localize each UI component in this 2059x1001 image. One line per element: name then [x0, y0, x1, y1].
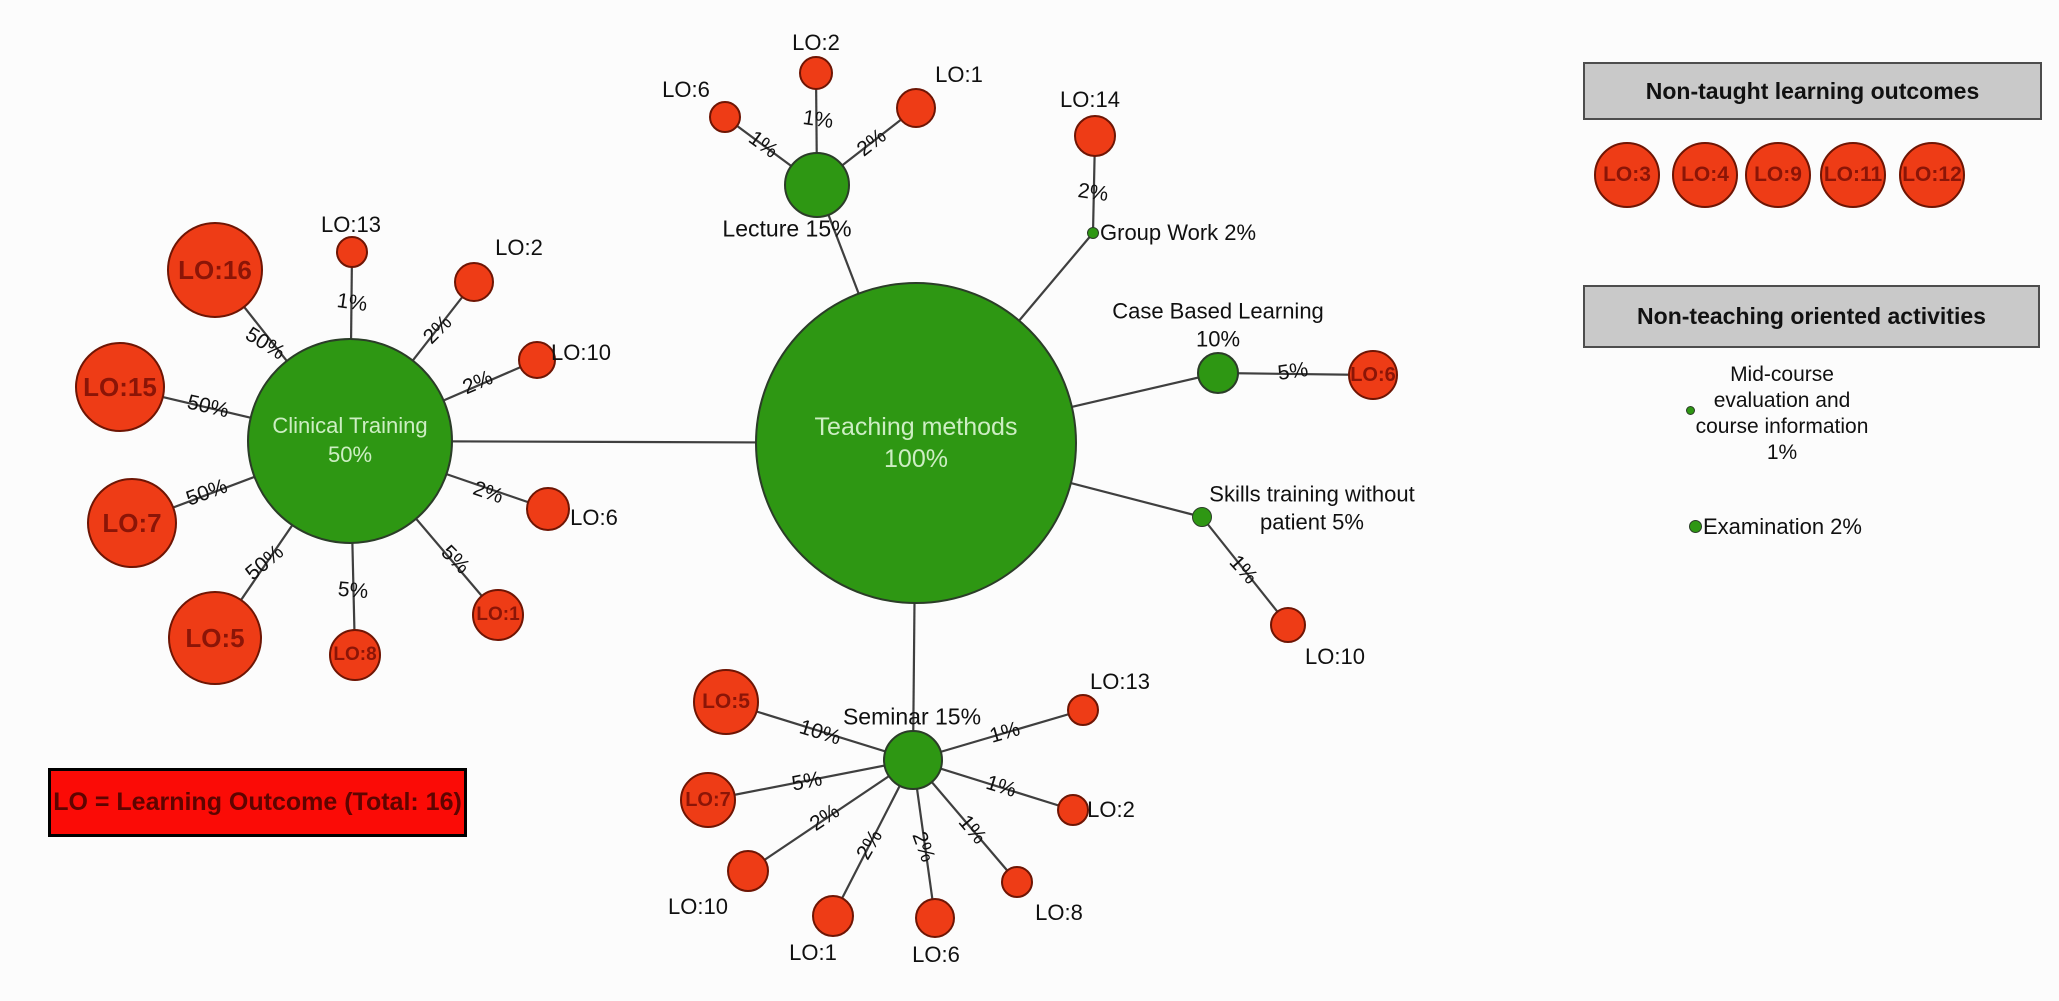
lo-legend-text: LO = Learning Outcome (Total: 16) [53, 788, 462, 816]
cbl-lo6-pct: 5% [1276, 358, 1310, 386]
edge-skills-lo10 [1201, 516, 1289, 626]
non-taught-lo12-node: LO:12 [1899, 142, 1965, 208]
edge-seminar-lo7 [707, 758, 914, 802]
seminar-lo6-label: LO:6 [912, 942, 960, 967]
clinical-training-node: Clinical Training 50% [247, 338, 453, 544]
lecture-lo2-label: LO:2 [792, 30, 840, 55]
cbl-label: Case Based Learning 10% [1112, 298, 1324, 352]
skills-dot [1192, 507, 1212, 527]
groupwork-label: Group Work 2% [1100, 220, 1257, 245]
seminar-lo5-node: LO:5 [693, 669, 759, 735]
skills-lo10-label: LO:10 [1305, 644, 1365, 669]
non-taught-lo4-node: LO:4 [1672, 142, 1738, 208]
clinical-lo10-node [518, 341, 556, 379]
midcourse-label: Mid-course evaluation and course informa… [1695, 363, 1869, 464]
clinical-lo13-node [336, 236, 368, 268]
clinical-lo10-label: LO:10 [551, 340, 611, 365]
groupwork-dot [1087, 227, 1099, 239]
seminar-lo13-node [1067, 694, 1099, 726]
lecture-lo2-node [799, 56, 833, 90]
clinical-lo6-node [526, 487, 570, 531]
seminar-lo8-label: LO:8 [1035, 900, 1083, 925]
skills-label: Skills training without patient 5% [1209, 481, 1415, 535]
clinical-lo16-node: LO:16 [167, 222, 263, 318]
groupwork-lo14-pct: 2% [1076, 179, 1110, 207]
clinical-lo7-node: LO:7 [87, 478, 177, 568]
lecture-lo1-node [896, 88, 936, 128]
edge-seminar-lo10 [747, 759, 914, 872]
clinical-lo13-pct: 1% [335, 289, 369, 317]
seminar-lo2-node [1057, 794, 1089, 826]
edge-cbl-lo6 [1217, 371, 1374, 377]
seminar-lo6-node [915, 898, 955, 938]
non-taught-lo11-node: LO:11 [1820, 142, 1886, 208]
seminar-lo13-label: LO:13 [1090, 669, 1150, 694]
clinical-lo8-node: LO:8 [329, 629, 381, 681]
groupwork-lo14-node [1074, 115, 1116, 157]
clinical-lo2-label: LO:2 [495, 235, 543, 260]
clinical-lo13-label: LO:13 [321, 212, 381, 237]
seminar-lo10-label: LO:10 [668, 894, 728, 919]
seminar-lo7-node: LO:7 [680, 772, 736, 828]
seminar-lo2-label: LO:2 [1087, 797, 1135, 822]
seminar-lo1-node [812, 895, 854, 937]
clinical-lo1-node: LO:1 [472, 589, 524, 641]
non-taught-lo3-node: LO:3 [1594, 142, 1660, 208]
clinical-lo8-pct: 5% [336, 577, 370, 604]
seminar-label: Seminar 15% [842, 703, 982, 730]
clinical-lo5-node: LO:5 [168, 591, 262, 685]
skills-lo10-node [1270, 607, 1306, 643]
cbl-node [1197, 352, 1239, 394]
lo-legend-box: LO = Learning Outcome (Total: 16) [48, 768, 467, 837]
lecture-label: Lecture 15% [722, 215, 852, 242]
non-teaching-header: Non-teaching oriented activities [1583, 285, 2040, 348]
lecture-node [784, 152, 850, 218]
cbl-lo6-node: LO:6 [1348, 350, 1398, 400]
clinical-lo6-label: LO:6 [570, 505, 618, 530]
lecture-lo6-node [709, 101, 741, 133]
clinical-training-label: Clinical Training 50% [272, 413, 428, 467]
examination-dot [1689, 520, 1702, 533]
non-teaching-title: Non-teaching oriented activities [1637, 303, 1986, 329]
non-taught-lo9-node: LO:9 [1745, 142, 1811, 208]
clinical-lo15-node: LO:15 [75, 342, 165, 432]
seminar-lo1-label: LO:1 [789, 940, 837, 965]
teaching-methods-label: Teaching methods 100% [814, 412, 1018, 474]
seminar-node [883, 730, 943, 790]
teaching-methods-node: Teaching methods 100% [755, 282, 1077, 604]
lecture-lo1-label: LO:1 [935, 62, 983, 87]
lecture-lo6-label: LO:6 [662, 77, 710, 102]
examination-label: Examination 2% [1703, 514, 1862, 539]
seminar-lo8-node [1001, 866, 1033, 898]
lecture-lo2-pct: 1% [801, 106, 835, 134]
non-taught-title: Non-taught learning outcomes [1645, 77, 1980, 104]
seminar-lo10-node [727, 850, 769, 892]
clinical-lo2-node [454, 262, 494, 302]
midcourse-dot [1686, 406, 1695, 415]
non-taught-header: Non-taught learning outcomes [1583, 62, 2042, 120]
groupwork-lo14-label: LO:14 [1060, 87, 1120, 112]
